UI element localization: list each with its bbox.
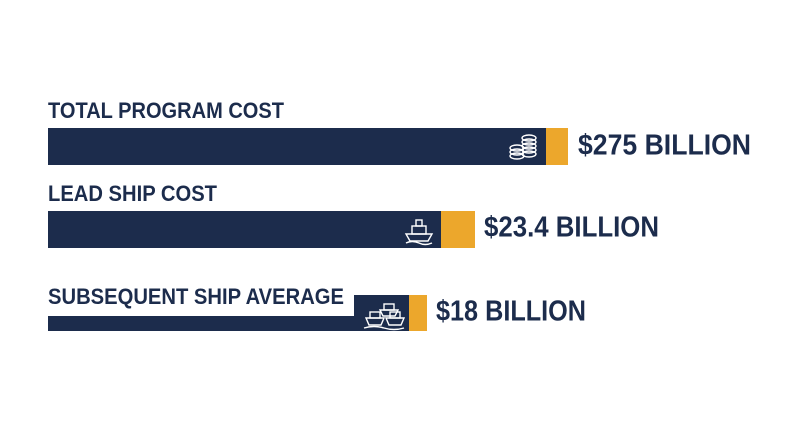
item-value: $23.4 BILLION (484, 212, 659, 244)
bar (48, 211, 441, 248)
fleet-icon (363, 303, 406, 331)
item-label: SUBSEQUENT SHIP AVERAGE (48, 284, 344, 309)
item-value: $18 BILLION (436, 296, 586, 328)
item-value: $275 BILLION (578, 130, 751, 162)
item-label: LEAD SHIP COST (48, 181, 218, 206)
bar (48, 128, 546, 165)
bar-accent (546, 128, 568, 165)
bar-accent (441, 211, 475, 248)
coins-icon (509, 134, 537, 160)
item-label: TOTAL PROGRAM COST (48, 98, 284, 123)
ship-icon (404, 219, 434, 246)
bar (48, 316, 354, 331)
bar-accent (409, 295, 427, 331)
